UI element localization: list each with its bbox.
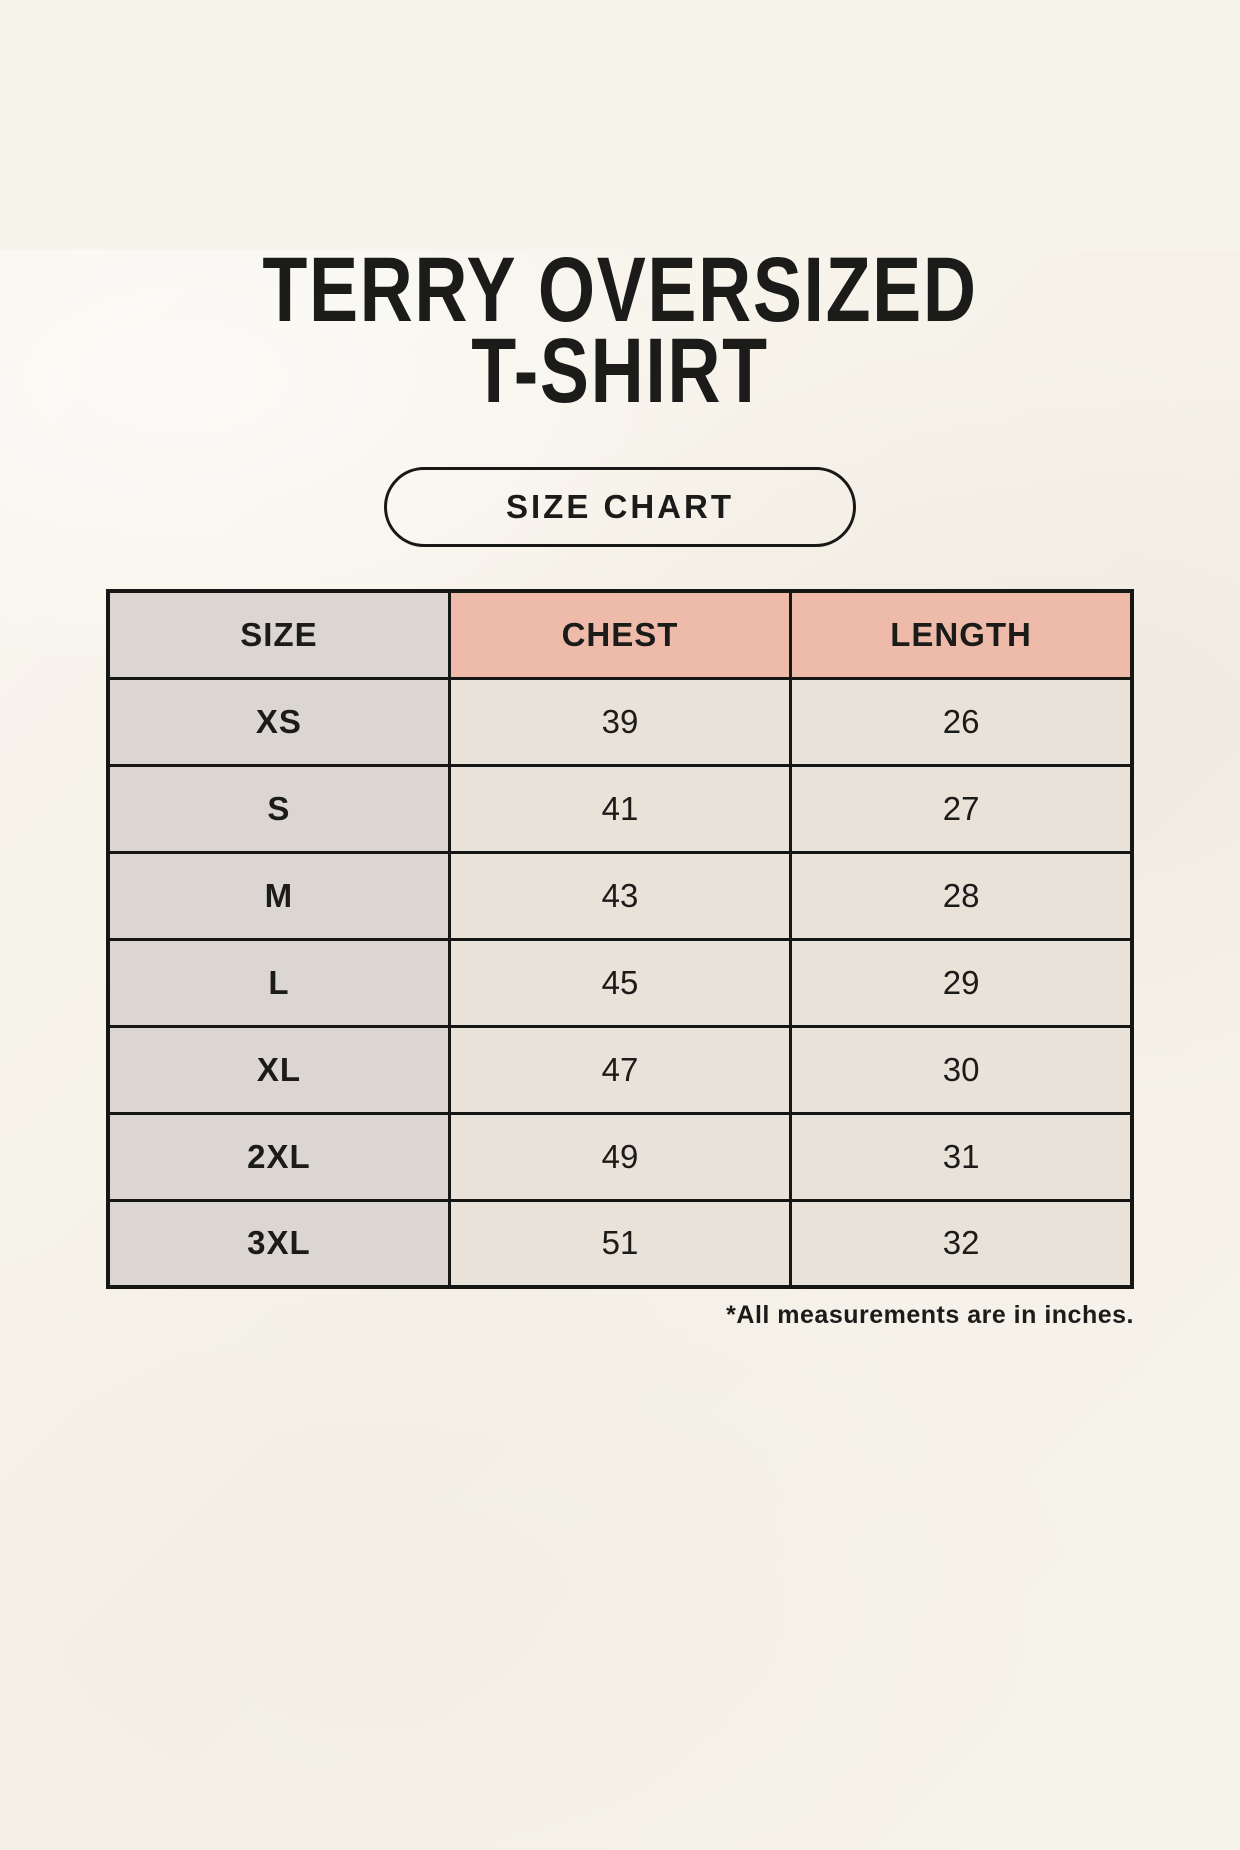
table-row: 3XL 51 32 bbox=[106, 1198, 1134, 1289]
size-label: S bbox=[106, 763, 451, 854]
page-title-line-1: TERRY OVERSIZED bbox=[262, 239, 978, 341]
length-value: 28 bbox=[789, 850, 1134, 941]
size-chart-badge: SIZE CHART bbox=[384, 467, 856, 547]
column-header-chest: CHEST bbox=[447, 589, 793, 680]
table-header-row: SIZE CHEST LENGTH bbox=[106, 589, 1134, 680]
chest-value: 45 bbox=[447, 937, 793, 1028]
table-row: S 41 27 bbox=[106, 763, 1134, 854]
chest-value: 51 bbox=[447, 1198, 793, 1289]
table-row: M 43 28 bbox=[106, 850, 1134, 941]
table-row: XS 39 26 bbox=[106, 676, 1134, 767]
size-label: 2XL bbox=[106, 1111, 451, 1202]
length-value: 30 bbox=[789, 1024, 1134, 1115]
page-title-line-2: T-SHIRT bbox=[471, 320, 769, 422]
chest-value: 47 bbox=[447, 1024, 793, 1115]
size-label: L bbox=[106, 937, 451, 1028]
chest-value: 41 bbox=[447, 763, 793, 854]
length-value: 26 bbox=[789, 676, 1134, 767]
size-chart-page: TERRY OVERSIZED T-SHIRT SIZE CHART SIZE … bbox=[0, 239, 1240, 1850]
length-value: 31 bbox=[789, 1111, 1134, 1202]
size-label: 3XL bbox=[106, 1198, 451, 1289]
size-table: SIZE CHEST LENGTH XS 39 26 S 41 27 M bbox=[106, 589, 1134, 1289]
size-label: XS bbox=[106, 676, 451, 767]
length-value: 32 bbox=[789, 1198, 1134, 1289]
column-header-length: LENGTH bbox=[789, 589, 1134, 680]
length-value: 29 bbox=[789, 937, 1134, 1028]
chest-value: 49 bbox=[447, 1111, 793, 1202]
table-row: XL 47 30 bbox=[106, 1024, 1134, 1115]
measurements-footnote: *All measurements are in inches. bbox=[726, 1301, 1134, 1329]
column-header-size: SIZE bbox=[106, 589, 451, 680]
chest-value: 39 bbox=[447, 676, 793, 767]
chest-value: 43 bbox=[447, 850, 793, 941]
size-label: M bbox=[106, 850, 451, 941]
table-row: L 45 29 bbox=[106, 937, 1134, 1028]
size-table-container: SIZE CHEST LENGTH XS 39 26 S 41 27 M bbox=[106, 589, 1134, 1330]
size-label: XL bbox=[106, 1024, 451, 1115]
length-value: 27 bbox=[789, 763, 1134, 854]
page-title: TERRY OVERSIZED T-SHIRT bbox=[124, 239, 1116, 422]
table-row: 2XL 49 31 bbox=[106, 1111, 1134, 1202]
